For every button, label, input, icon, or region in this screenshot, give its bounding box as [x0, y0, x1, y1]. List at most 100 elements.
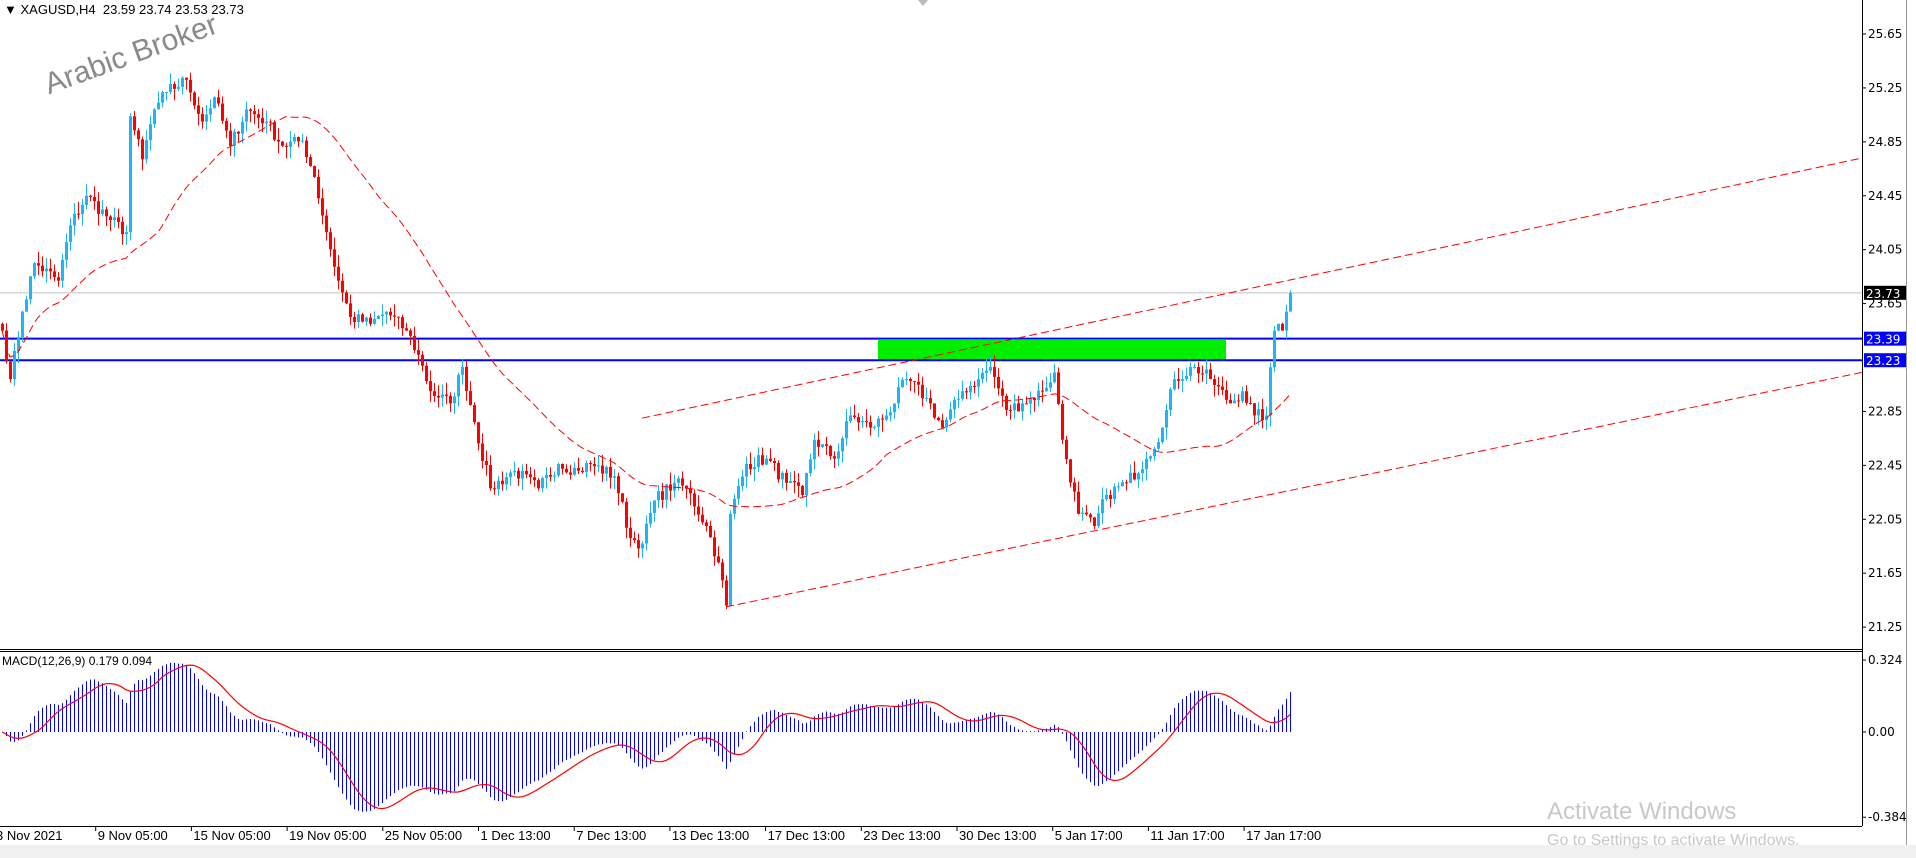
candle-body — [785, 472, 788, 483]
candle-body — [309, 157, 312, 167]
candle-body — [461, 366, 464, 375]
candle-body — [653, 500, 656, 513]
candle-body — [165, 91, 168, 93]
candle-body — [1061, 403, 1064, 440]
candle-body — [1285, 311, 1288, 331]
candle-body — [253, 111, 256, 115]
price-tick-label: 24.85 — [1868, 135, 1902, 149]
candle-body — [877, 418, 880, 427]
level-price-label-bg — [1864, 331, 1906, 346]
candle-body — [1181, 379, 1184, 381]
candle-body — [553, 475, 556, 477]
candle-body — [345, 292, 348, 304]
candle-body — [25, 299, 28, 312]
candle-body — [573, 467, 576, 475]
candle-body — [301, 140, 304, 142]
supply-zone — [878, 339, 1226, 361]
time-tick-label: 11 Jan 17:00 — [1150, 828, 1224, 843]
candle-body — [1105, 495, 1108, 500]
candle-body — [737, 486, 740, 499]
candle-body — [1129, 472, 1132, 483]
candle-body — [689, 488, 692, 494]
candle-body — [221, 103, 224, 121]
candle-body — [829, 445, 832, 457]
candle-body — [217, 97, 220, 104]
candle-body — [917, 381, 920, 385]
candle-body — [209, 108, 212, 115]
candle-body — [1161, 427, 1164, 442]
candle-body — [337, 266, 340, 281]
candle-body — [169, 84, 172, 92]
candle-body — [205, 114, 208, 122]
candle-body — [797, 482, 800, 486]
activate-windows-subtitle: Go to Settings to activate Windows. — [1547, 832, 1800, 849]
candle-body — [933, 403, 936, 418]
level-price-label: 23.23 — [1866, 354, 1900, 368]
candle-body — [1053, 372, 1056, 383]
candle-body — [17, 336, 20, 351]
candle-body — [65, 242, 68, 260]
candle-body — [681, 478, 684, 486]
candle-body — [1185, 375, 1188, 380]
candle-body — [1269, 367, 1272, 416]
candle-body — [1093, 517, 1096, 527]
candle-body — [181, 77, 184, 87]
time-tick-label: 13 Dec 13:00 — [672, 828, 749, 843]
candle-body — [1157, 441, 1160, 449]
candle-body — [233, 131, 236, 146]
price-tick-label: 22.05 — [1868, 512, 1902, 526]
candle-body — [601, 465, 604, 474]
candle-body — [537, 480, 540, 489]
candle-body — [149, 124, 152, 141]
candle-body — [977, 379, 980, 387]
candle-body — [437, 395, 440, 398]
candle-body — [33, 263, 36, 277]
candle-body — [817, 439, 820, 447]
candle-body — [361, 314, 364, 322]
candle-body — [597, 465, 600, 467]
candle-body — [1085, 512, 1088, 515]
level-price-label: 23.39 — [1866, 333, 1900, 347]
candle-body — [693, 493, 696, 507]
level-price-label-bg — [1864, 353, 1906, 368]
candle-body — [949, 409, 952, 420]
candle-body — [465, 366, 468, 392]
candle-body — [289, 141, 292, 147]
candle-body — [757, 455, 760, 468]
candle-body — [481, 443, 484, 461]
dropdown-triangle-icon[interactable]: ▼ — [4, 2, 21, 17]
candle-body — [349, 303, 352, 318]
candle-body — [833, 456, 836, 459]
candle-body — [881, 418, 884, 420]
candle-body — [1149, 456, 1152, 459]
candle-body — [1249, 402, 1252, 404]
candle-body — [97, 201, 100, 214]
time-tick-label: 1 Dec 13:00 — [481, 828, 551, 843]
candle-body — [605, 466, 608, 474]
candle-body — [685, 485, 688, 489]
candle-body — [333, 249, 336, 267]
candle-body — [453, 396, 456, 404]
candle-body — [725, 580, 728, 606]
candle-body — [109, 216, 112, 221]
candle-body — [89, 195, 92, 198]
candle-body — [661, 491, 664, 500]
candle-body — [1257, 409, 1260, 416]
candle-body — [609, 466, 612, 478]
candle-body — [37, 263, 40, 266]
candle-body — [513, 470, 516, 473]
price-area — [0, 72, 1862, 610]
candle-body — [41, 265, 44, 272]
candle-body — [1141, 469, 1144, 474]
trendline — [725, 371, 1862, 608]
candle-body — [1253, 403, 1256, 416]
horizontal-scrollbar[interactable] — [0, 845, 1916, 858]
candle-body — [869, 422, 872, 428]
candle-body — [1, 323, 4, 331]
macd-signal-line — [1, 664, 1291, 810]
candle-body — [413, 335, 416, 351]
candle-body — [1225, 389, 1228, 400]
candle-body — [957, 398, 960, 400]
candle-body — [53, 271, 56, 278]
